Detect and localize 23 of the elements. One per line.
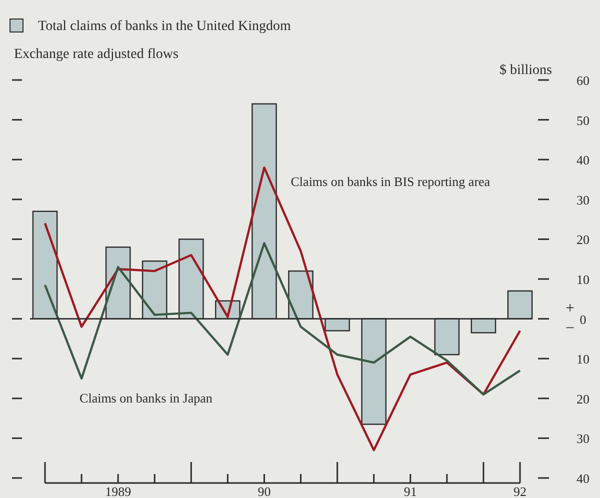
text: − (565, 320, 575, 337)
y-tick-label: 0 (580, 312, 586, 327)
y-tick-label: 10 (576, 352, 590, 367)
series-label: Claims on banks in Japan (80, 390, 213, 406)
y-tick-label: 20 (576, 232, 590, 248)
chart-subtitle: Exchange rate adjusted flows (14, 47, 178, 62)
x-tick-label: 91 (404, 484, 417, 498)
y-tick-label: 20 (576, 391, 590, 406)
y-tick-label: 30 (576, 431, 590, 446)
x-tick-label: 92 (514, 484, 526, 498)
series-label: Claims on banks in BIS reporting area (290, 174, 490, 190)
text: + (565, 300, 575, 317)
legend-label: Total claims of banks in the United Kingdom (38, 19, 292, 34)
y-tick-label: 40 (576, 152, 590, 168)
y-tick-label: 50 (576, 112, 590, 128)
line-series (44, 166, 522, 452)
y-tick-label: 60 (576, 73, 590, 88)
x-tick-label: 1989 (105, 484, 132, 498)
x-tick-label: 90 (258, 484, 271, 498)
y-tick-label: 10 (576, 272, 590, 287)
y-tick-label: 40 (576, 471, 590, 486)
y-axis-title: $ billions (499, 63, 552, 78)
y-tick-label: 30 (576, 192, 590, 208)
